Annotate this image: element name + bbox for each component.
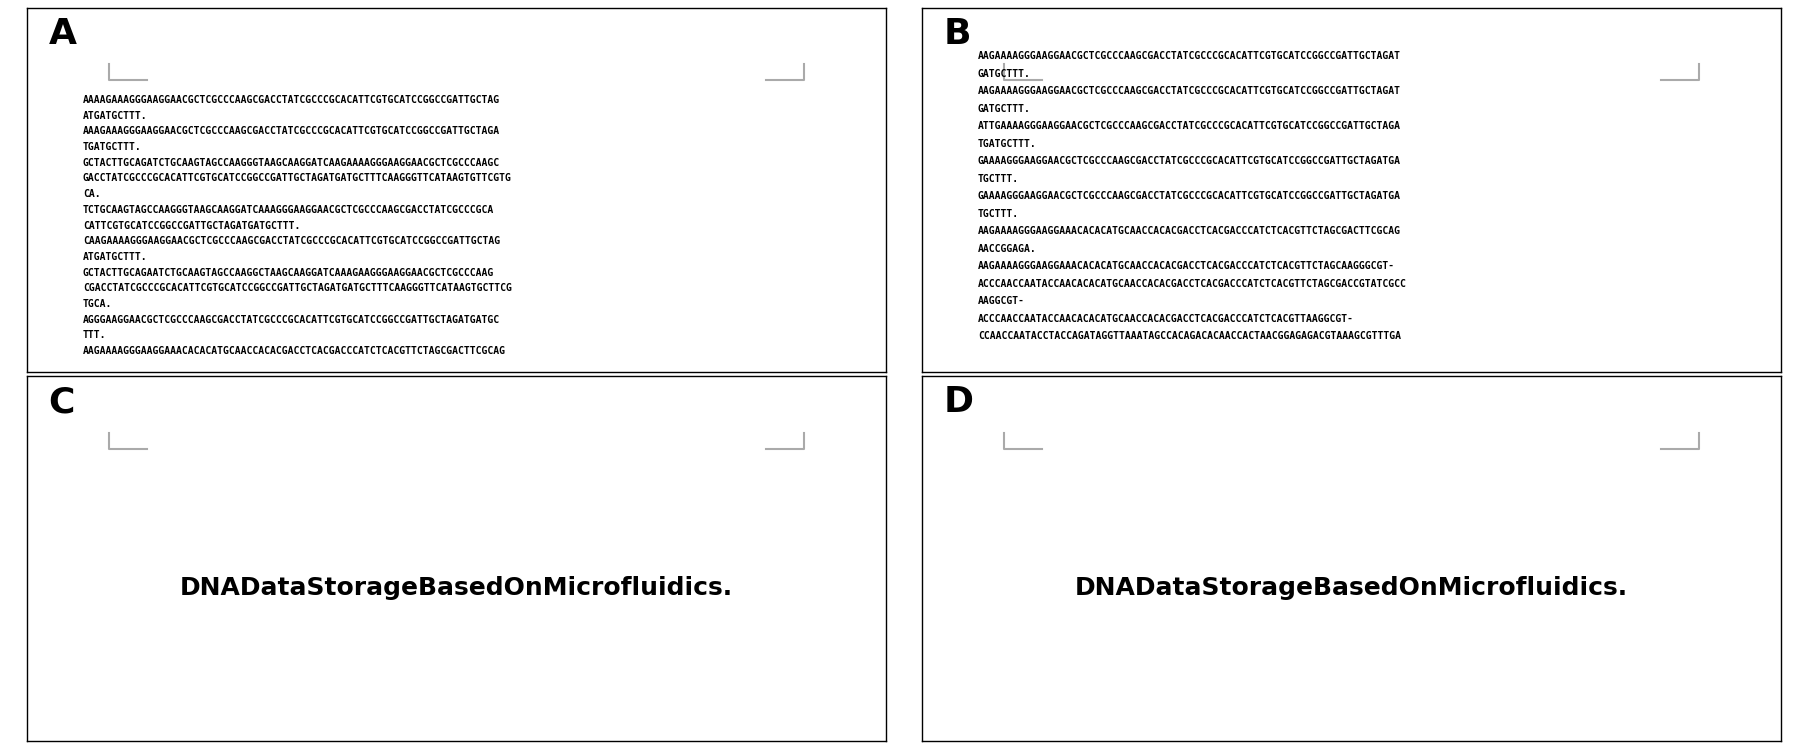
Text: DNADataStorageBasedOnMicrofluidics.: DNADataStorageBasedOnMicrofluidics.	[181, 575, 732, 599]
Text: ACCCAACCAATACCAACACACATGCAACCACACGACCTCACGACCCATCTCACGTTAAGGCGT-: ACCCAACCAATACCAACACACATGCAACCACACGACCTCA…	[978, 314, 1353, 324]
Text: TGATGCTTT.: TGATGCTTT.	[978, 139, 1035, 149]
Text: AAGAAAAGGGAAGGAACGCTCGCCCAAGCGACCTATCGCCCGCACATTCGTGCATCCGGCCGATTGCTAGAT: AAGAAAAGGGAAGGAACGCTCGCCCAAGCGACCTATCGCC…	[978, 86, 1400, 96]
Text: ACCCAACCAATACCAACACACATGCAACCACACGACCTCACGACCCATCTCACGTTCTAGCGACCGTATCGCC: ACCCAACCAATACCAACACACATGCAACCACACGACCTCA…	[978, 279, 1406, 289]
Text: A: A	[49, 17, 76, 50]
Text: ATGATGCTTT.: ATGATGCTTT.	[83, 111, 148, 121]
Text: AACCGGAGA.: AACCGGAGA.	[978, 244, 1035, 254]
Text: AAAGAAAGGGAAGGAACGCTCGCCCAAGCGACCTATCGCCCGCACATTCGTGCATCCGGCCGATTGCTAGA: AAAGAAAGGGAAGGAACGCTCGCCCAAGCGACCTATCGCC…	[83, 126, 501, 136]
Text: GAAAAGGGAAGGAACGCTCGCCCAAGCGACCTATCGCCCGCACATTCGTGCATCCGGCCGATTGCTAGATGA: GAAAAGGGAAGGAACGCTCGCCCAAGCGACCTATCGCCCG…	[978, 156, 1400, 166]
Text: DNADataStorageBasedOnMicrofluidics.: DNADataStorageBasedOnMicrofluidics.	[1075, 575, 1626, 599]
Text: AAAAGAAAGGGAAGGAACGCTCGCCCAAGCGACCTATCGCCCGCACATTCGTGCATCCGGCCGATTGCTAG: AAAAGAAAGGGAAGGAACGCTCGCCCAAGCGACCTATCGC…	[83, 95, 501, 105]
Text: TCTGCAAGTAGCCAAGGGTAAGCAAGGATCAAAGGGAAGGAACGCTCGCCCAAGCGACCTATCGCCCGCA: TCTGCAAGTAGCCAAGGGTAAGCAAGGATCAAAGGGAAGG…	[83, 205, 493, 215]
Text: CAAGAAAAGGGAAGGAACGCTCGCCCAAGCGACCTATCGCCCGCACATTCGTGCATCCGGCCGATTGCTAG: CAAGAAAAGGGAAGGAACGCTCGCCCAAGCGACCTATCGC…	[83, 236, 501, 246]
Text: ATTGAAAAGGGAAGGAACGCTCGCCCAAGCGACCTATCGCCCGCACATTCGTGCATCCGGCCGATTGCTAGA: ATTGAAAAGGGAAGGAACGCTCGCCCAAGCGACCTATCGC…	[978, 121, 1400, 132]
Text: AGGGAAGGAACGCTCGCCCAAGCGACCTATCGCCCGCACATTCGTGCATCCGGCCGATTGCTAGATGATGC: AGGGAAGGAACGCTCGCCCAAGCGACCTATCGCCCGCACA…	[83, 314, 501, 325]
Text: AAGGCGT-: AAGGCGT-	[978, 296, 1025, 306]
Text: CGACCTATCGCCCGCACATTCGTGCATCCGGCCGATTGCTAGATGATGCTTTCAAGGGTTCATAAGTGCTTCG: CGACCTATCGCCCGCACATTCGTGCATCCGGCCGATTGCT…	[83, 284, 511, 293]
Text: AAGAAAAGGGAAGGAAACACACATGCAACCACACGACCTCACGACCCATCTCACGTTCTAGCGACTTCGCAG: AAGAAAAGGGAAGGAAACACACATGCAACCACACGACCTC…	[83, 346, 506, 356]
Text: GCTACTTGCAGAATCTGCAAGTAGCCAAGGCTAAGCAAGGATCAAAGAAGGGAAGGAACGCTCGCCCAAG: GCTACTTGCAGAATCTGCAAGTAGCCAAGGCTAAGCAAGG…	[83, 268, 493, 277]
Text: AAGAAAAGGGAAGGAAACACACATGCAACCACACGACCTCACGACCCATCTCACGTTCTAGCGACTTCGCAG: AAGAAAAGGGAAGGAAACACACATGCAACCACACGACCTC…	[978, 226, 1400, 236]
Text: C: C	[49, 385, 74, 419]
Text: CA.: CA.	[83, 190, 101, 199]
Text: B: B	[943, 17, 970, 50]
Text: TGCTTT.: TGCTTT.	[978, 209, 1019, 219]
Text: GATGCTTT.: GATGCTTT.	[978, 104, 1030, 114]
Text: ATGATGCTTT.: ATGATGCTTT.	[83, 252, 148, 262]
Text: TGATGCTTT.: TGATGCTTT.	[83, 142, 141, 152]
Text: AAGAAAAGGGAAGGAACGCTCGCCCAAGCGACCTATCGCCCGCACATTCGTGCATCCGGCCGATTGCTAGAT: AAGAAAAGGGAAGGAACGCTCGCCCAAGCGACCTATCGCC…	[978, 51, 1400, 61]
Text: D: D	[943, 385, 972, 419]
Text: GACCTATCGCCCGCACATTCGTGCATCCGGCCGATTGCTAGATGATGCTTTCAAGGGTTCATAAGTGTTCGTG: GACCTATCGCCCGCACATTCGTGCATCCGGCCGATTGCTA…	[83, 174, 511, 183]
Text: AAGAAAAGGGAAGGAAACACACATGCAACCACACGACCTCACGACCCATCTCACGTTCTAGCAAGGGCGT-: AAGAAAAGGGAAGGAAACACACATGCAACCACACGACCTC…	[978, 262, 1395, 271]
Text: GAAAAGGGAAGGAACGCTCGCCCAAGCGACCTATCGCCCGCACATTCGTGCATCCGGCCGATTGCTAGATGA: GAAAAGGGAAGGAACGCTCGCCCAAGCGACCTATCGCCCG…	[978, 191, 1400, 202]
Text: TGCA.: TGCA.	[83, 299, 112, 309]
Text: CCAACCAATACCTACCAGATAGGTTAAATAGCCACAGACACAACCACTAACGGAGAGACGTAAAGCGTTTGA: CCAACCAATACCTACCAGATAGGTTAAATAGCCACAGACA…	[978, 332, 1400, 341]
Text: CATTCGTGCATCCGGCCGATTGCTAGATGATGCTTT.: CATTCGTGCATCCGGCCGATTGCTAGATGATGCTTT.	[83, 220, 300, 231]
Text: GCTACTTGCAGATCTGCAAGTAGCCAAGGGTAAGCAAGGATCAAGAAAAGGGAAGGAACGCTCGCCCAAGC: GCTACTTGCAGATCTGCAAGTAGCCAAGGGTAAGCAAGGA…	[83, 158, 501, 168]
Text: TGCTTT.: TGCTTT.	[978, 174, 1019, 183]
Text: GATGCTTT.: GATGCTTT.	[978, 68, 1030, 79]
Text: TTT.: TTT.	[83, 330, 107, 341]
